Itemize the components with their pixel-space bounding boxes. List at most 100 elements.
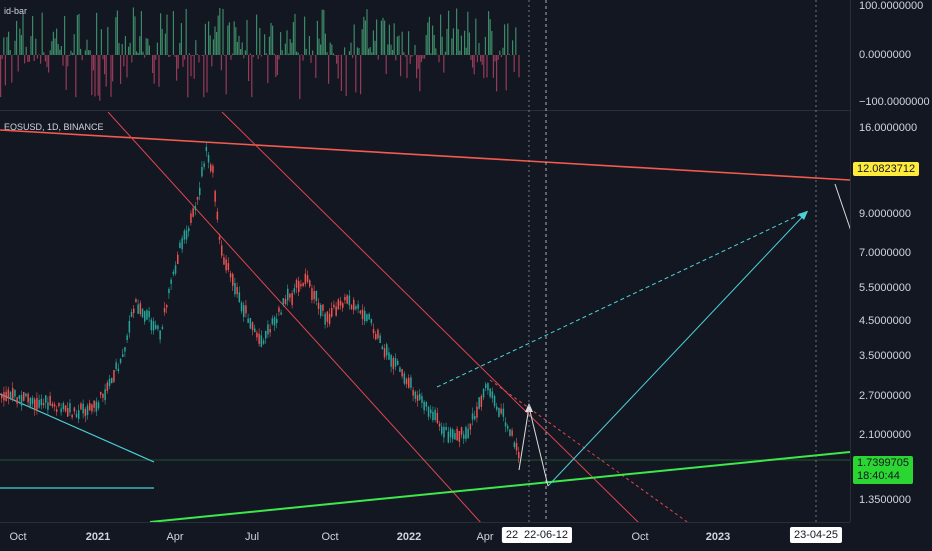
histogram-bar [355,55,356,93]
histogram-bar [320,44,321,55]
candle-body [412,390,414,396]
histogram-bar [395,55,396,60]
candle-body [69,403,71,412]
candle-body [357,304,359,308]
histogram-bar [362,29,363,55]
price-tick: 2.1000000 [859,429,911,441]
histogram-bar [34,55,35,61]
candle-body [395,358,397,366]
histogram-bar [416,55,417,78]
candle-body [67,408,69,417]
histogram-bar [3,37,4,55]
histogram-bar [8,32,9,55]
time-tick: Apr [166,531,183,543]
histogram-bar [155,55,156,60]
price-axis[interactable]: 100.0000000 0.0000000 −100.0000000 16.00… [850,0,932,522]
histogram-bar [85,50,86,55]
candle-body [373,329,375,333]
candle-body [291,293,293,305]
histogram-bar [45,55,46,61]
target-price-tag[interactable]: 12.0823712 [853,162,919,176]
candle-body [170,280,172,284]
current-price-tag[interactable]: 1.7399705 18:40:44 [853,456,913,484]
candle-body [500,409,502,414]
histogram-bar [222,9,223,55]
time-tick: Apr [476,531,493,543]
histogram-bar [120,55,121,84]
histogram-bar [360,55,361,94]
histogram-bar [56,29,57,55]
indicator-pane[interactable]: id-bar [0,0,850,111]
histogram-bar [325,34,326,55]
price-pane[interactable]: EOSUSD, 1D, BINANCE [0,112,850,522]
histogram-bar [112,55,113,81]
price-chart[interactable] [0,112,850,522]
candle-body [432,412,434,420]
candle-body [368,314,370,319]
histogram-bar [410,55,411,64]
histogram-bar [192,55,193,56]
candle-body [474,416,476,419]
histogram-bar [518,55,519,77]
histogram-bar [10,50,11,55]
histogram-bar [442,37,443,55]
histogram-bar [421,55,422,62]
candle-body [274,317,276,325]
histogram-bar [174,55,175,57]
candle-body [179,243,181,249]
candle-body [197,197,199,200]
histogram-bar [106,55,107,87]
candle-body [217,212,219,220]
candle-body [379,336,381,344]
histogram-bar [406,55,407,78]
candle-body [236,287,238,294]
candle-body [478,397,480,409]
histogram-bar [160,13,161,55]
candle-body [377,330,379,339]
candle-body [201,167,203,176]
drawing-objects[interactable] [0,112,850,522]
histogram-bar [240,49,241,55]
candle-body [212,166,214,173]
histogram-bar [338,55,339,79]
candle-body [245,305,247,313]
histogram-bar [298,53,299,55]
candle-body [144,311,146,321]
histogram-bar [358,48,359,55]
candle-body [250,318,252,328]
histogram-bar [299,55,300,99]
histogram-bar [246,20,247,55]
histogram-bar [277,55,278,75]
time-tick: Oct [631,531,648,543]
candle-body [267,324,269,334]
price-tick: 9.0000000 [859,208,911,220]
candle-body [366,314,368,321]
histogram-bar [198,55,199,63]
candle-body [507,426,509,428]
indicator-histogram [0,0,850,110]
white-target-line [835,184,850,234]
candle-body [122,354,124,357]
histogram-bar [136,51,137,55]
candle-body [406,379,408,385]
histogram-bar [350,43,351,55]
candlestick-series [1,143,520,463]
histogram-bar [173,11,174,55]
candle-body [401,369,403,376]
candle-body [32,398,34,404]
histogram-bar [24,55,25,63]
histogram-bar [2,55,3,59]
histogram-bar [491,31,492,55]
candle-body [85,409,87,416]
histogram-bar [477,55,478,62]
histogram-bar [309,36,310,55]
histogram-bar [66,55,67,90]
histogram-bar [0,55,1,97]
candle-body [351,305,353,309]
histogram-bar [405,55,406,57]
candle-body [232,274,234,286]
histogram-bar [190,55,191,76]
histogram-bar [67,55,68,66]
time-axis[interactable]: Oct 2021 Apr Jul Oct 2022 Apr Oct 2023 2… [0,522,850,551]
histogram-bar [386,55,387,74]
